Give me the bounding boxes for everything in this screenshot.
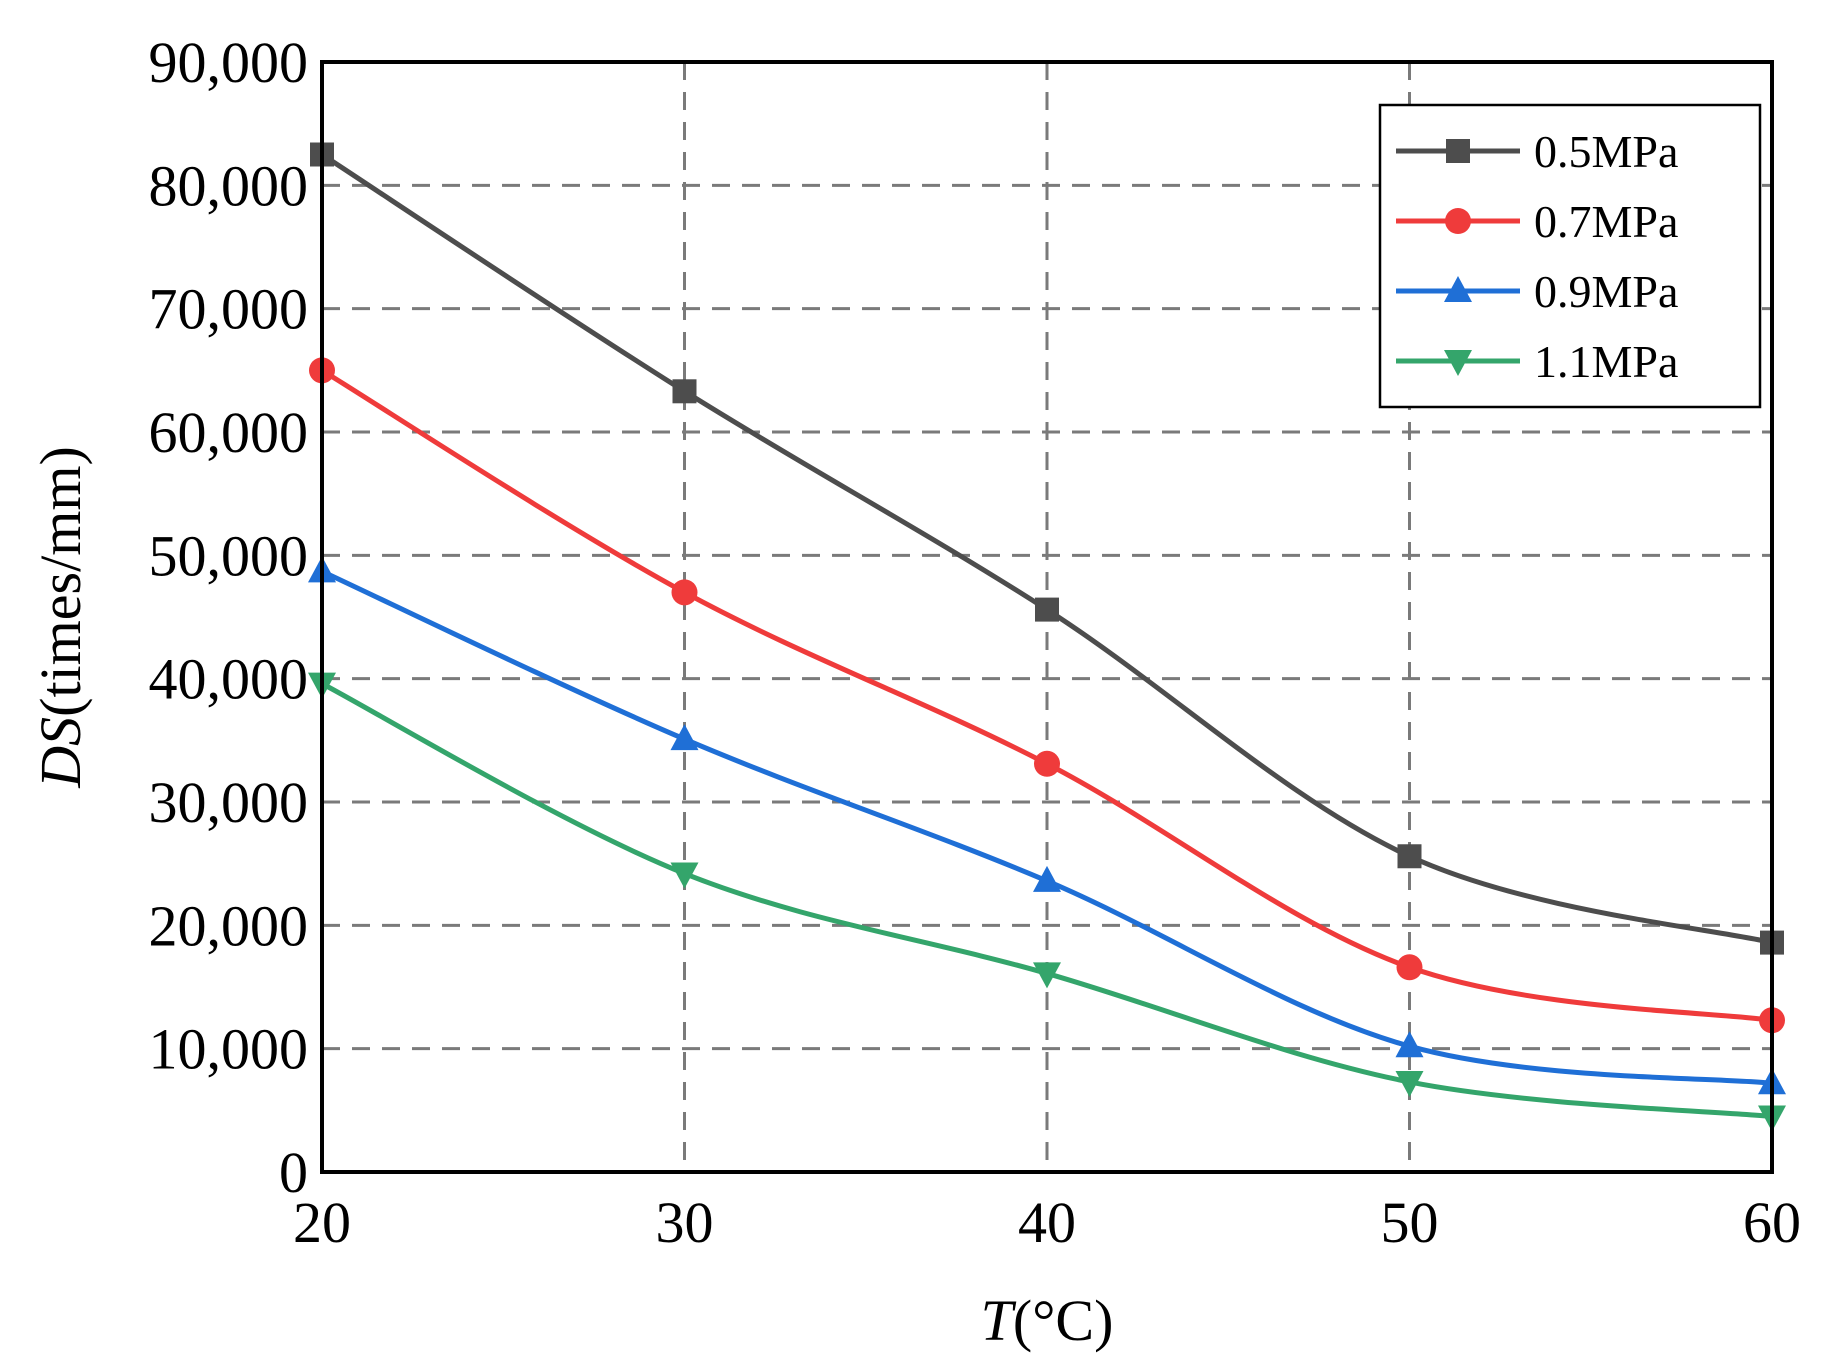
- data-point: [1396, 954, 1423, 981]
- tick-labels: 0 10,000 20,000 30,000 40,000 50,000 60,000 70,…: [149, 30, 1802, 1255]
- data-point: [670, 862, 699, 889]
- y-tick-label: 70,000: [149, 277, 309, 342]
- x-tick-label: 60: [1743, 1190, 1801, 1255]
- x-axis-title-symbol: T: [981, 1288, 1017, 1353]
- data-point: [1395, 1031, 1424, 1058]
- series-line: [320, 681, 1773, 1119]
- y-tick-label: 40,000: [149, 647, 309, 712]
- y-tick-label: 60,000: [149, 400, 309, 465]
- data-point: [1035, 597, 1059, 622]
- y-axis-title-symbol: DS: [28, 717, 93, 789]
- series-0.7MPa: [309, 357, 1785, 1034]
- grid-lines: [322, 62, 1772, 1172]
- legend-label: 0.7MPa: [1534, 196, 1678, 247]
- data-point: [670, 724, 699, 751]
- y-tick-label: 20,000: [149, 893, 309, 958]
- y-tick-label: 0: [279, 1140, 308, 1205]
- data-point: [1397, 844, 1422, 869]
- y-tick-label: 90,000: [149, 30, 309, 95]
- x-axis-title-unit: (°C): [1013, 1288, 1114, 1353]
- legend-item: 0.9MPa: [1396, 266, 1678, 317]
- data-point: [1034, 750, 1060, 777]
- y-axis-title: DS(times/mm): [28, 446, 93, 789]
- data-point: [672, 379, 697, 404]
- legend-item: 0.7MPa: [1396, 196, 1678, 247]
- legend-marker: [1444, 350, 1472, 376]
- x-tick-label: 20: [293, 1190, 351, 1255]
- x-tick-label: 40: [1018, 1190, 1076, 1255]
- x-axis-title: T(°C): [981, 1288, 1114, 1353]
- legend-marker: [1445, 208, 1471, 234]
- x-tick-label: 30: [656, 1190, 714, 1255]
- legend-item: 0.5MPa: [1396, 126, 1678, 177]
- y-tick-label: 10,000: [149, 1017, 309, 1082]
- data-point: [1395, 1070, 1424, 1097]
- data-point: [671, 579, 698, 606]
- y-tick-label: 80,000: [149, 153, 309, 218]
- legend-label: 0.9MPa: [1534, 266, 1678, 317]
- y-tick-label: 30,000: [149, 770, 309, 835]
- legend: 0.5MPa 0.7MPa 0.9MPa 1.1MPa: [1378, 103, 1762, 409]
- y-axis-title-unit: (times/mm): [28, 446, 93, 717]
- legend-label: 0.5MPa: [1534, 126, 1678, 177]
- data-point: [1033, 962, 1061, 989]
- legend-box: [1378, 103, 1762, 409]
- data-point: [1033, 865, 1061, 892]
- legend-marker: [1446, 139, 1470, 163]
- plot-frame: [320, 60, 1774, 1174]
- legend-item: 1.1MPa: [1396, 336, 1678, 387]
- legend-marker: [1444, 276, 1472, 302]
- x-tick-label: 50: [1381, 1190, 1439, 1255]
- legend-label: 1.1MPa: [1534, 336, 1678, 387]
- y-tick-label: 50,000: [149, 523, 309, 588]
